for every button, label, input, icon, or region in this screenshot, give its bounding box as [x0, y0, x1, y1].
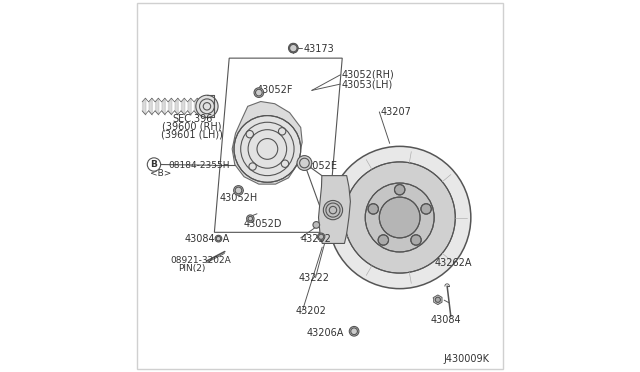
- Circle shape: [421, 204, 431, 214]
- Circle shape: [196, 95, 218, 118]
- Circle shape: [313, 222, 319, 228]
- Circle shape: [365, 183, 434, 252]
- Circle shape: [234, 186, 243, 195]
- Text: 43262A: 43262A: [434, 258, 472, 268]
- Circle shape: [344, 162, 455, 273]
- Circle shape: [349, 327, 359, 336]
- Polygon shape: [232, 102, 302, 184]
- Text: 43052(RH): 43052(RH): [342, 70, 394, 80]
- Circle shape: [215, 235, 222, 242]
- Circle shape: [234, 116, 301, 182]
- Text: 08184-2355H: 08184-2355H: [168, 161, 230, 170]
- Circle shape: [394, 185, 405, 195]
- Circle shape: [254, 88, 264, 97]
- Text: J430009K: J430009K: [444, 354, 490, 364]
- Circle shape: [246, 215, 254, 222]
- Circle shape: [435, 297, 440, 302]
- Text: 43052H: 43052H: [220, 193, 258, 203]
- FancyBboxPatch shape: [136, 3, 504, 369]
- Text: B: B: [150, 160, 157, 169]
- Circle shape: [289, 43, 298, 53]
- Text: 43207: 43207: [380, 107, 412, 117]
- Circle shape: [317, 233, 325, 240]
- Text: 43202: 43202: [295, 306, 326, 316]
- Text: 43084: 43084: [431, 315, 461, 325]
- Circle shape: [368, 204, 378, 214]
- Text: 43232: 43232: [301, 234, 332, 244]
- Text: 43206A: 43206A: [307, 328, 344, 338]
- Ellipse shape: [399, 146, 410, 289]
- Circle shape: [147, 158, 161, 171]
- Text: 43052E: 43052E: [301, 161, 338, 171]
- Polygon shape: [434, 295, 442, 305]
- Text: 43052F: 43052F: [256, 85, 292, 94]
- Text: (39600 (RH): (39600 (RH): [163, 122, 222, 132]
- Circle shape: [411, 235, 421, 245]
- Circle shape: [328, 146, 471, 289]
- Circle shape: [380, 197, 420, 238]
- Polygon shape: [319, 176, 350, 243]
- Text: 43173: 43173: [303, 44, 334, 54]
- Text: 43052D: 43052D: [243, 219, 282, 229]
- Text: 08921-3202A: 08921-3202A: [170, 256, 230, 265]
- Text: SEC.396: SEC.396: [172, 114, 212, 124]
- Text: <B>: <B>: [150, 169, 171, 177]
- Circle shape: [378, 235, 388, 245]
- Text: 43222: 43222: [299, 273, 330, 283]
- Text: 43084+A: 43084+A: [185, 234, 230, 244]
- Circle shape: [297, 155, 312, 170]
- Text: 43053(LH): 43053(LH): [342, 79, 393, 89]
- Text: (39601 (LH)): (39601 (LH)): [161, 129, 223, 139]
- Text: PIN(2): PIN(2): [179, 264, 206, 273]
- Circle shape: [323, 201, 342, 220]
